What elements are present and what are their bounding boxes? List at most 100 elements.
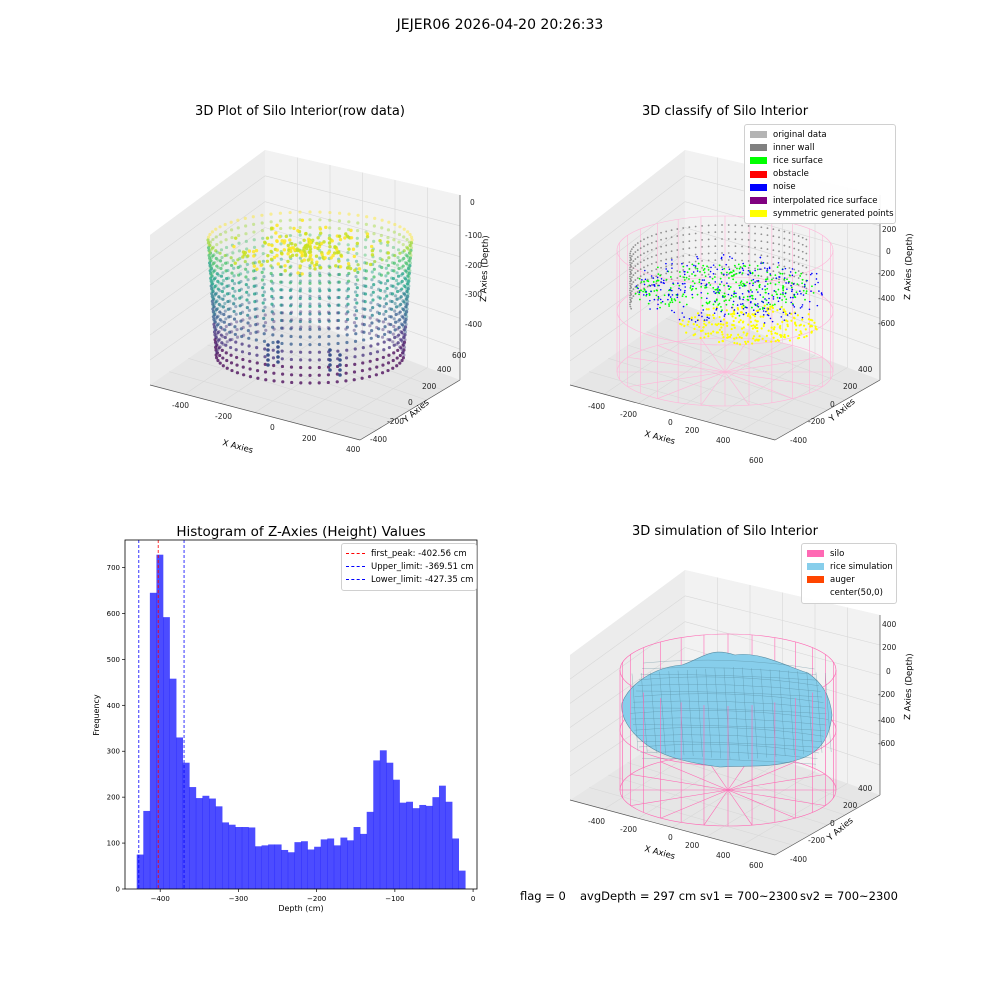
- y-tick-label: 700: [107, 564, 120, 572]
- legend-item: inner wall: [750, 141, 890, 154]
- raw-y-ticks: -400 -200 0 200 400 600: [370, 351, 467, 444]
- histogram-bar: [366, 811, 374, 889]
- histogram-bar: [379, 750, 387, 889]
- x-tick-label: −300: [229, 895, 248, 903]
- histogram-bar: [445, 801, 453, 889]
- figure-title: JEJER06 2026-04-20 20:26:33: [396, 17, 604, 33]
- z-tick: -400: [878, 716, 895, 725]
- histogram-bar: [248, 827, 256, 889]
- histogram-bar: [333, 845, 341, 889]
- x-tick: -200: [215, 412, 232, 421]
- histogram-bar: [287, 852, 295, 889]
- x-tick: 600: [749, 861, 764, 870]
- histogram-bar: [294, 842, 302, 889]
- legend-item: Upper_limit: -369.51 cm: [346, 560, 474, 573]
- z-tick: -200: [465, 261, 482, 270]
- histogram-bar: [373, 760, 381, 889]
- raw-x-ticks: -400 -200 0 200 400: [172, 401, 361, 454]
- histogram-bar: [432, 797, 440, 889]
- z-tick: 400: [882, 620, 897, 629]
- x-tick: 0: [668, 418, 673, 427]
- simulation-plot-title: 3D simulation of Silo Interior: [632, 524, 818, 539]
- legend-item: noise: [750, 181, 890, 194]
- raw-z-label: Z Axies (Depth): [479, 235, 490, 302]
- histogram-bar: [136, 854, 144, 889]
- z-tick: -400: [465, 320, 482, 329]
- y-tick-label: 600: [107, 610, 120, 618]
- histogram-bar: [425, 805, 433, 889]
- histogram-x-label: Depth (cm): [278, 904, 323, 913]
- histogram-bar: [261, 845, 269, 889]
- simulation-z-ticks: -600 -400 -200 0 200 400: [878, 620, 897, 748]
- histogram-bar: [412, 808, 420, 889]
- histogram-bar: [386, 762, 394, 889]
- y-tick-label: 200: [107, 794, 120, 802]
- histogram-bar: [314, 846, 322, 889]
- z-tick: 0: [886, 247, 891, 256]
- histogram-bar: [274, 844, 282, 889]
- histogram-bar: [228, 824, 236, 889]
- x-tick-label: 0: [471, 895, 475, 903]
- x-tick: 200: [302, 434, 317, 443]
- y-tick: -400: [790, 855, 807, 864]
- histogram-bar: [215, 806, 223, 889]
- classify-x-ticks: -400 -200 0 200 400 600: [588, 402, 764, 465]
- histogram-bar: [438, 785, 446, 889]
- status-avg-depth: avgDepth = 297 cm: [580, 889, 697, 903]
- histogram-bar: [163, 617, 170, 889]
- classify-y-ticks: -400 -200 0 200 400: [790, 365, 873, 445]
- y-tick-label: 300: [107, 748, 120, 756]
- histogram-bar: [195, 798, 203, 889]
- status-sv2: sv2 = 700~2300: [800, 889, 898, 903]
- y-tick-label: 0: [116, 886, 120, 894]
- histogram-bar: [419, 804, 427, 889]
- raw-3d-plot: -400 -200 0 200 400 X Axies -400 -200 0 …: [149, 150, 490, 456]
- x-tick: 400: [346, 445, 361, 454]
- classify-x-label: X Axies: [643, 429, 676, 447]
- raw-plot-title: 3D Plot of Silo Interior(row data): [195, 104, 405, 119]
- z-tick: 200: [882, 225, 897, 234]
- histogram-bar: [156, 554, 164, 889]
- x-tick: -400: [588, 817, 605, 826]
- y-tick: -200: [387, 417, 404, 426]
- histogram-bar: [189, 787, 197, 889]
- legend-item: original data: [750, 128, 890, 141]
- x-tick: 400: [716, 851, 731, 860]
- legend-item: interpolated rice surface: [750, 194, 890, 207]
- legend-item: silo: [807, 547, 891, 560]
- y-tick: 200: [843, 382, 858, 391]
- y-tick: 200: [422, 382, 437, 391]
- histogram-bar: [458, 870, 466, 889]
- histogram-chart: −400 −300 −200 −100 0 0 100 200 300 400 500 600 700…: [92, 539, 478, 913]
- x-tick: 0: [668, 833, 673, 842]
- x-tick: -200: [620, 825, 637, 834]
- y-tick: 0: [830, 400, 835, 409]
- x-tick: 200: [685, 841, 700, 850]
- x-tick: -400: [588, 402, 605, 411]
- histogram-bar: [143, 810, 151, 889]
- plot-frame: [124, 539, 478, 890]
- histogram-bar: [149, 592, 157, 889]
- z-tick: -300: [465, 290, 482, 299]
- raw-z-ticks: -400 -300 -200 -100 0: [465, 198, 482, 329]
- histogram-bar: [452, 838, 459, 889]
- histogram-bar: [327, 838, 335, 889]
- histogram-bar: [235, 827, 243, 889]
- legend-item: rice surface: [750, 154, 890, 167]
- y-tick: 0: [408, 398, 413, 407]
- histogram-bar: [255, 846, 262, 889]
- legend-item: Lower_limit: -427.35 cm: [346, 573, 473, 586]
- x-tick: -200: [620, 410, 637, 419]
- y-tick: 400: [437, 365, 452, 374]
- z-tick: -200: [878, 690, 895, 699]
- legend-item: symmetric generated points: [750, 207, 894, 220]
- histogram-bar: [360, 833, 368, 889]
- histogram-bar: [346, 840, 354, 889]
- z-tick: 0: [470, 198, 475, 207]
- y-tick-label: 400: [107, 702, 120, 710]
- histogram-bar: [406, 801, 414, 889]
- y-tick: 600: [452, 351, 467, 360]
- z-tick: -600: [878, 319, 895, 328]
- classify-legend: original data inner wall rice surface ob…: [744, 124, 896, 225]
- simulation-3d-plot: -400 -200 0 200 400 600 X Axies -400 -20…: [569, 570, 915, 870]
